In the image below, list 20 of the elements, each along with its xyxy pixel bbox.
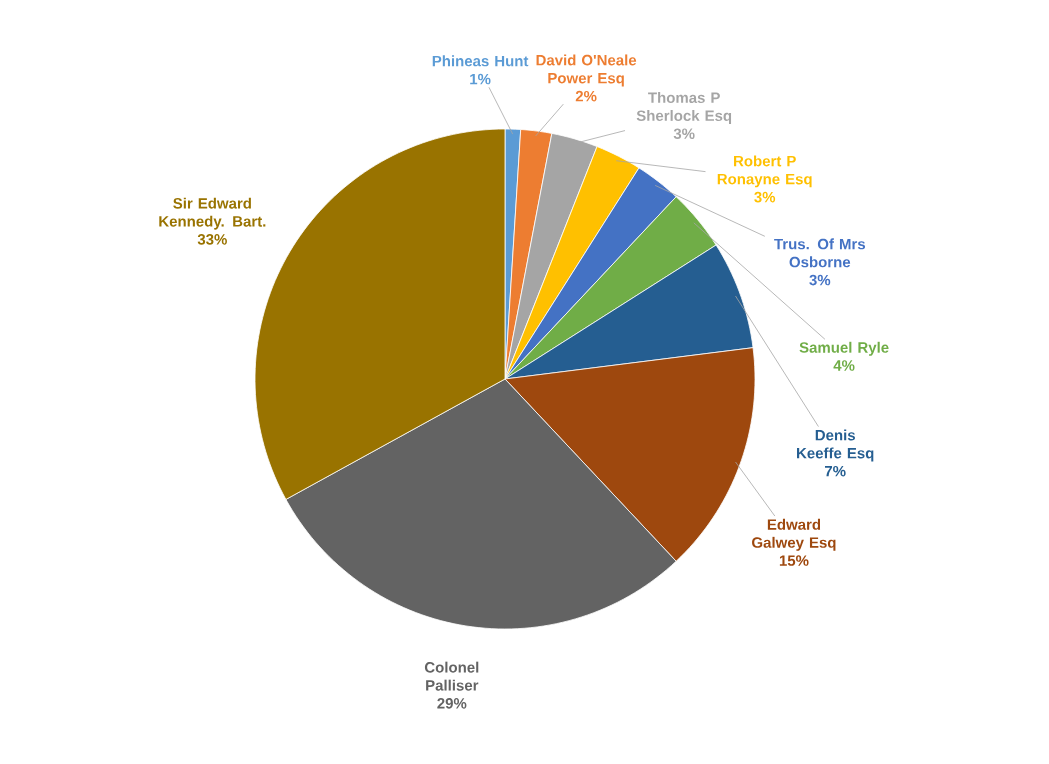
data-label: 29% (437, 698, 467, 709)
data-label: 3% (754, 191, 776, 203)
slice-label: Colonel Palliser (424, 661, 479, 691)
data-label: 15% (779, 555, 809, 566)
slice-label: Trus. Of Mrs Osborne (774, 238, 866, 268)
data-label: 3% (809, 274, 831, 286)
slice-label: Denis Keeffe Esq (797, 429, 874, 462)
slice-label: Edward Galwey Esq (752, 518, 836, 551)
slice-label: Thomas P Sherlock Esq (636, 91, 732, 124)
data-label: 1% (470, 73, 491, 85)
slice-label: Sir Edward Kennedy. Bart. (159, 197, 266, 230)
slice-label: David O'Neale Power Esq (536, 54, 637, 87)
data-label: 33% (197, 234, 227, 245)
data-label: 7% (824, 465, 846, 477)
slice-label: Robert P Ronayne Esq (717, 155, 812, 188)
slice-label: Phineas Hunt (432, 55, 529, 67)
data-label: 4% (833, 360, 855, 371)
data-label: 2% (575, 90, 597, 102)
slice-label: Samuel Ryle (799, 341, 889, 356)
data-label: 3% (673, 128, 695, 140)
